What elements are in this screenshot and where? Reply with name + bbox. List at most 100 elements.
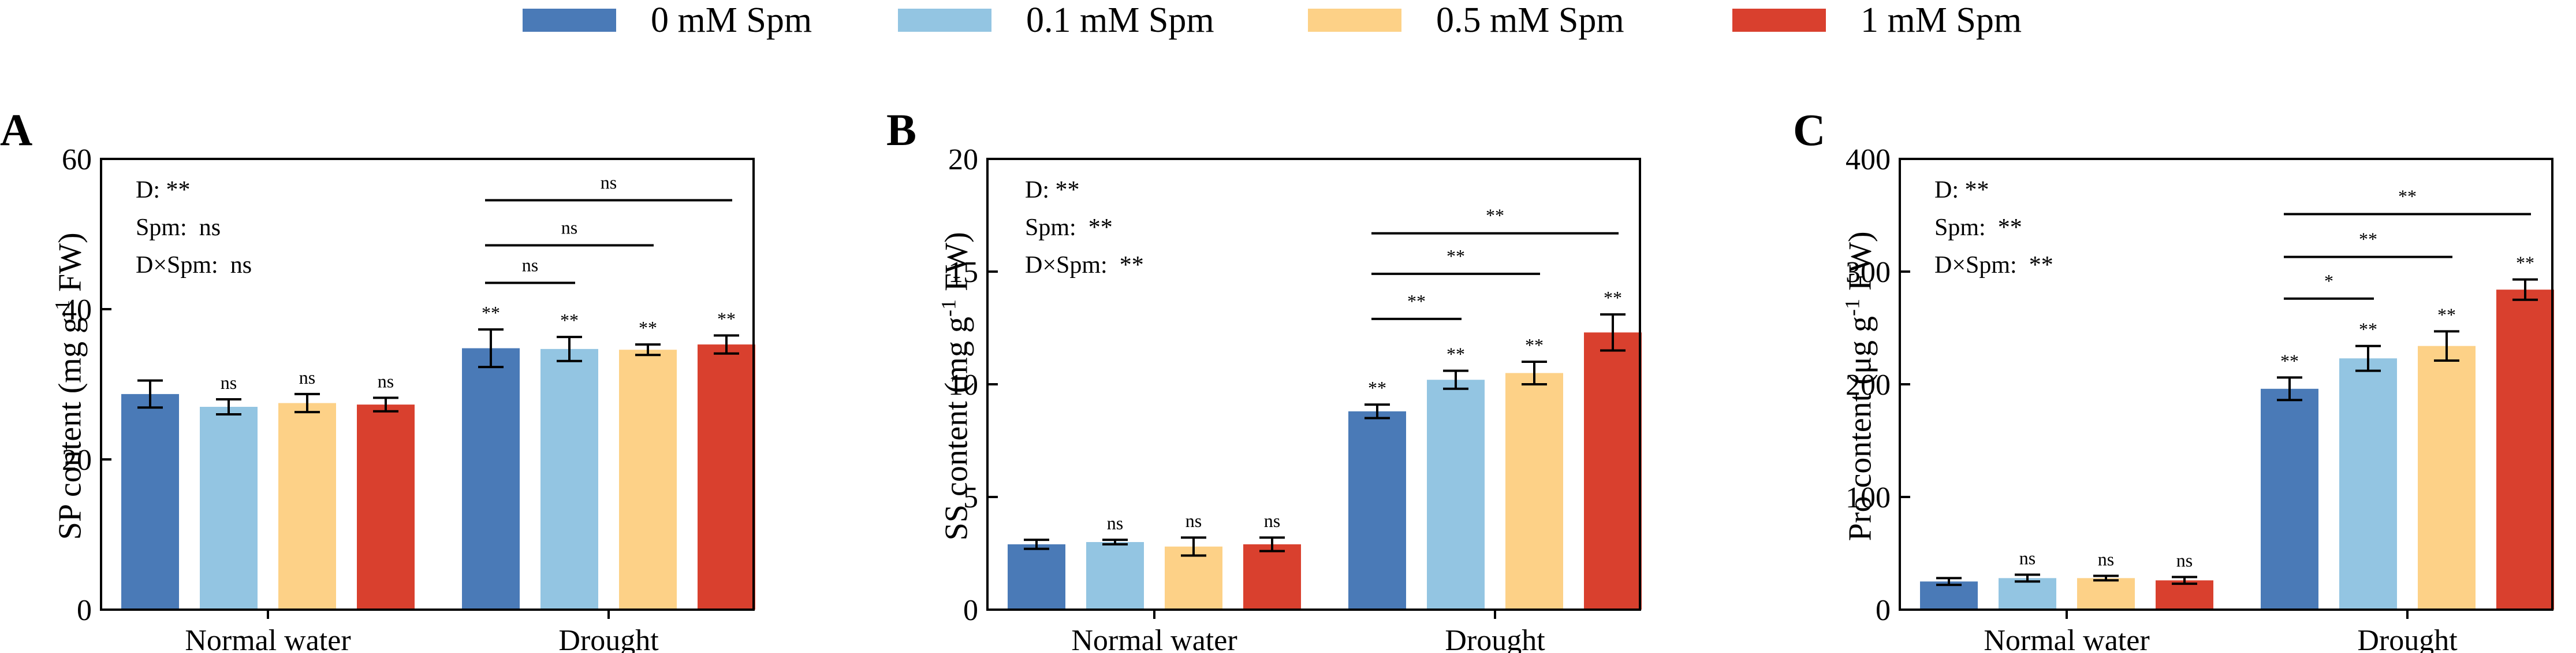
significance-label: ** <box>1525 335 1544 355</box>
bar-chart-a: ** ns ** ns ** ns ** ns ns ns 0 20 40 60 Normal water D… <box>62 143 755 653</box>
x-tick-label: Normal water <box>1984 624 2149 653</box>
legend-label-05mm: 0.5 mM Spm <box>1436 0 1624 40</box>
significance-label: ** <box>560 310 579 331</box>
plot-frame <box>100 158 755 611</box>
significance-label: ** <box>639 317 657 338</box>
significance-label: ** <box>1604 287 1622 308</box>
significance-label: ns <box>2176 550 2193 570</box>
bar-1-mM-Spm-normal-water <box>1243 544 1301 610</box>
panel-label-a: A <box>0 105 33 155</box>
bar-1-mM-Spm-drought <box>1584 332 1642 610</box>
chart-panel-a: A SP content (mg g-1 FW) D: ** Spm: ns D… <box>0 104 832 653</box>
y-tick-label: 0 <box>77 594 92 627</box>
stat-spm-c: Spm: ** <box>1934 214 2022 241</box>
significance-label: ** <box>482 302 500 323</box>
x-tick-label: Normal water <box>185 624 351 653</box>
y-tick-label: 40 <box>62 294 92 327</box>
comparison-label: ** <box>1407 291 1426 311</box>
bar-0-mM-Spm-drought <box>2261 388 2318 610</box>
x-tick-label: Drought <box>1445 624 1545 653</box>
panel-label-b: B <box>886 105 917 155</box>
bar-05-mM-Spm-normal-water <box>278 403 336 610</box>
bar-01-mM-Spm-normal-water <box>200 407 258 610</box>
comparison-label: ns <box>561 217 577 238</box>
x-tick-label: Drought <box>558 624 659 653</box>
bar-05-mM-Spm-normal-water <box>1165 546 1222 610</box>
legend-label-1mm: 1 mM Spm <box>1861 0 2022 40</box>
significance-label: ns <box>221 372 237 393</box>
comparison-label: ** <box>2359 229 2377 250</box>
y-tick-label: 200 <box>1846 369 1891 402</box>
y-tick-label: 100 <box>1846 481 1891 514</box>
bar-01-mM-Spm-drought <box>2339 358 2397 610</box>
significance-label: ** <box>1447 344 1465 365</box>
stat-dxspm-b: D×Spm: ** <box>1025 252 1144 279</box>
bar-01-mM-Spm-drought <box>540 348 598 610</box>
bar-01-mM-Spm-normal-water <box>1999 578 2056 610</box>
bar-1-mM-Spm-normal-water <box>2156 580 2213 610</box>
x-tick-label: Normal water <box>1071 624 1237 653</box>
significance-label: ** <box>2437 304 2456 325</box>
significance-label: ns <box>1264 510 1280 531</box>
significance-label: ** <box>2516 253 2534 273</box>
y-tick-label: 10 <box>948 369 978 402</box>
bar-0-mM-Spm-normal-water <box>121 394 179 610</box>
significance-label: ns <box>1186 510 1202 531</box>
y-tick-label: 60 <box>62 143 92 176</box>
significance-label: ** <box>1368 377 1386 398</box>
stat-d-b: D: ** <box>1025 177 1080 203</box>
bar-0-mM-Spm-drought <box>1348 411 1406 610</box>
legend-item-01mm: 0.1 mM Spm <box>898 0 1214 40</box>
stat-dxspm-a: D×Spm: ns <box>136 252 252 279</box>
stat-d-a: D: ** <box>136 177 191 203</box>
significance-label: ** <box>2280 350 2299 371</box>
legend-swatch-05mm <box>1308 9 1401 32</box>
legend-item-1mm: 1 mM Spm <box>1732 0 2022 40</box>
bar-0-mM-Spm-normal-water <box>1920 581 1978 610</box>
bar-01-mM-Spm-drought <box>1427 380 1485 610</box>
bar-1-mM-Spm-normal-water <box>357 405 415 610</box>
legend-item-05mm: 0.5 mM Spm <box>1308 0 1624 40</box>
comparison-label: ** <box>1447 246 1465 266</box>
stat-spm-b: Spm: ** <box>1025 214 1113 241</box>
bar-chart-b: ** ns ** ns ** ns ** ** ** ** 0 5 10 15 20 Normal water… <box>948 143 1642 653</box>
y-tick-label: 15 <box>948 256 978 289</box>
stat-d-c: D: ** <box>1934 177 1989 203</box>
legend-swatch-01mm <box>898 9 991 32</box>
comparison-label: ns <box>601 172 617 193</box>
y-tick-label: 5 <box>963 481 978 514</box>
significance-label: ** <box>2359 319 2377 340</box>
significance-label: ns <box>2019 548 2036 569</box>
stat-dxspm-c: D×Spm: ** <box>1934 252 2053 279</box>
significance-label: ** <box>717 309 736 329</box>
significance-label: ns <box>2098 549 2114 570</box>
y-tick-label: 20 <box>62 444 92 477</box>
panel-label-c: C <box>1793 105 1826 155</box>
y-tick-label: 0 <box>963 594 978 627</box>
y-tick-label: 0 <box>1876 594 1891 627</box>
legend-label-0mm: 0 mM Spm <box>651 0 812 40</box>
legend: 0 mM Spm 0.1 mM Spm 0.5 mM Spm 1 mM Spm <box>0 0 2576 52</box>
significance-label: ns <box>378 370 394 391</box>
bar-1-mM-Spm-drought <box>2496 290 2554 610</box>
legend-swatch-1mm <box>1732 9 1826 32</box>
comparison-label: * <box>2324 270 2333 291</box>
comparison-label: ** <box>1486 205 1504 226</box>
significance-label: ns <box>1107 513 1123 533</box>
legend-label-01mm: 0.1 mM Spm <box>1026 0 1214 40</box>
comparison-label: ** <box>2398 186 2417 207</box>
y-tick-label: 20 <box>948 143 978 176</box>
chart-panel-b: B SS content (mg g-1 FW) D: ** Spm: ** D… <box>866 104 1698 653</box>
comparison-label: ns <box>522 255 538 276</box>
bar-05-mM-Spm-drought <box>2418 346 2476 610</box>
bar-05-mM-Spm-drought <box>1505 373 1563 610</box>
bar-05-mM-Spm-drought <box>619 350 677 610</box>
bar-0-mM-Spm-drought <box>462 348 520 610</box>
legend-swatch-0mm <box>523 9 616 32</box>
significance-label: ns <box>299 367 315 388</box>
stat-spm-a: Spm: ns <box>136 214 221 241</box>
bar-1-mM-Spm-drought <box>698 344 755 610</box>
y-tick-label: 300 <box>1846 256 1891 289</box>
bar-0-mM-Spm-normal-water <box>1008 544 1065 610</box>
